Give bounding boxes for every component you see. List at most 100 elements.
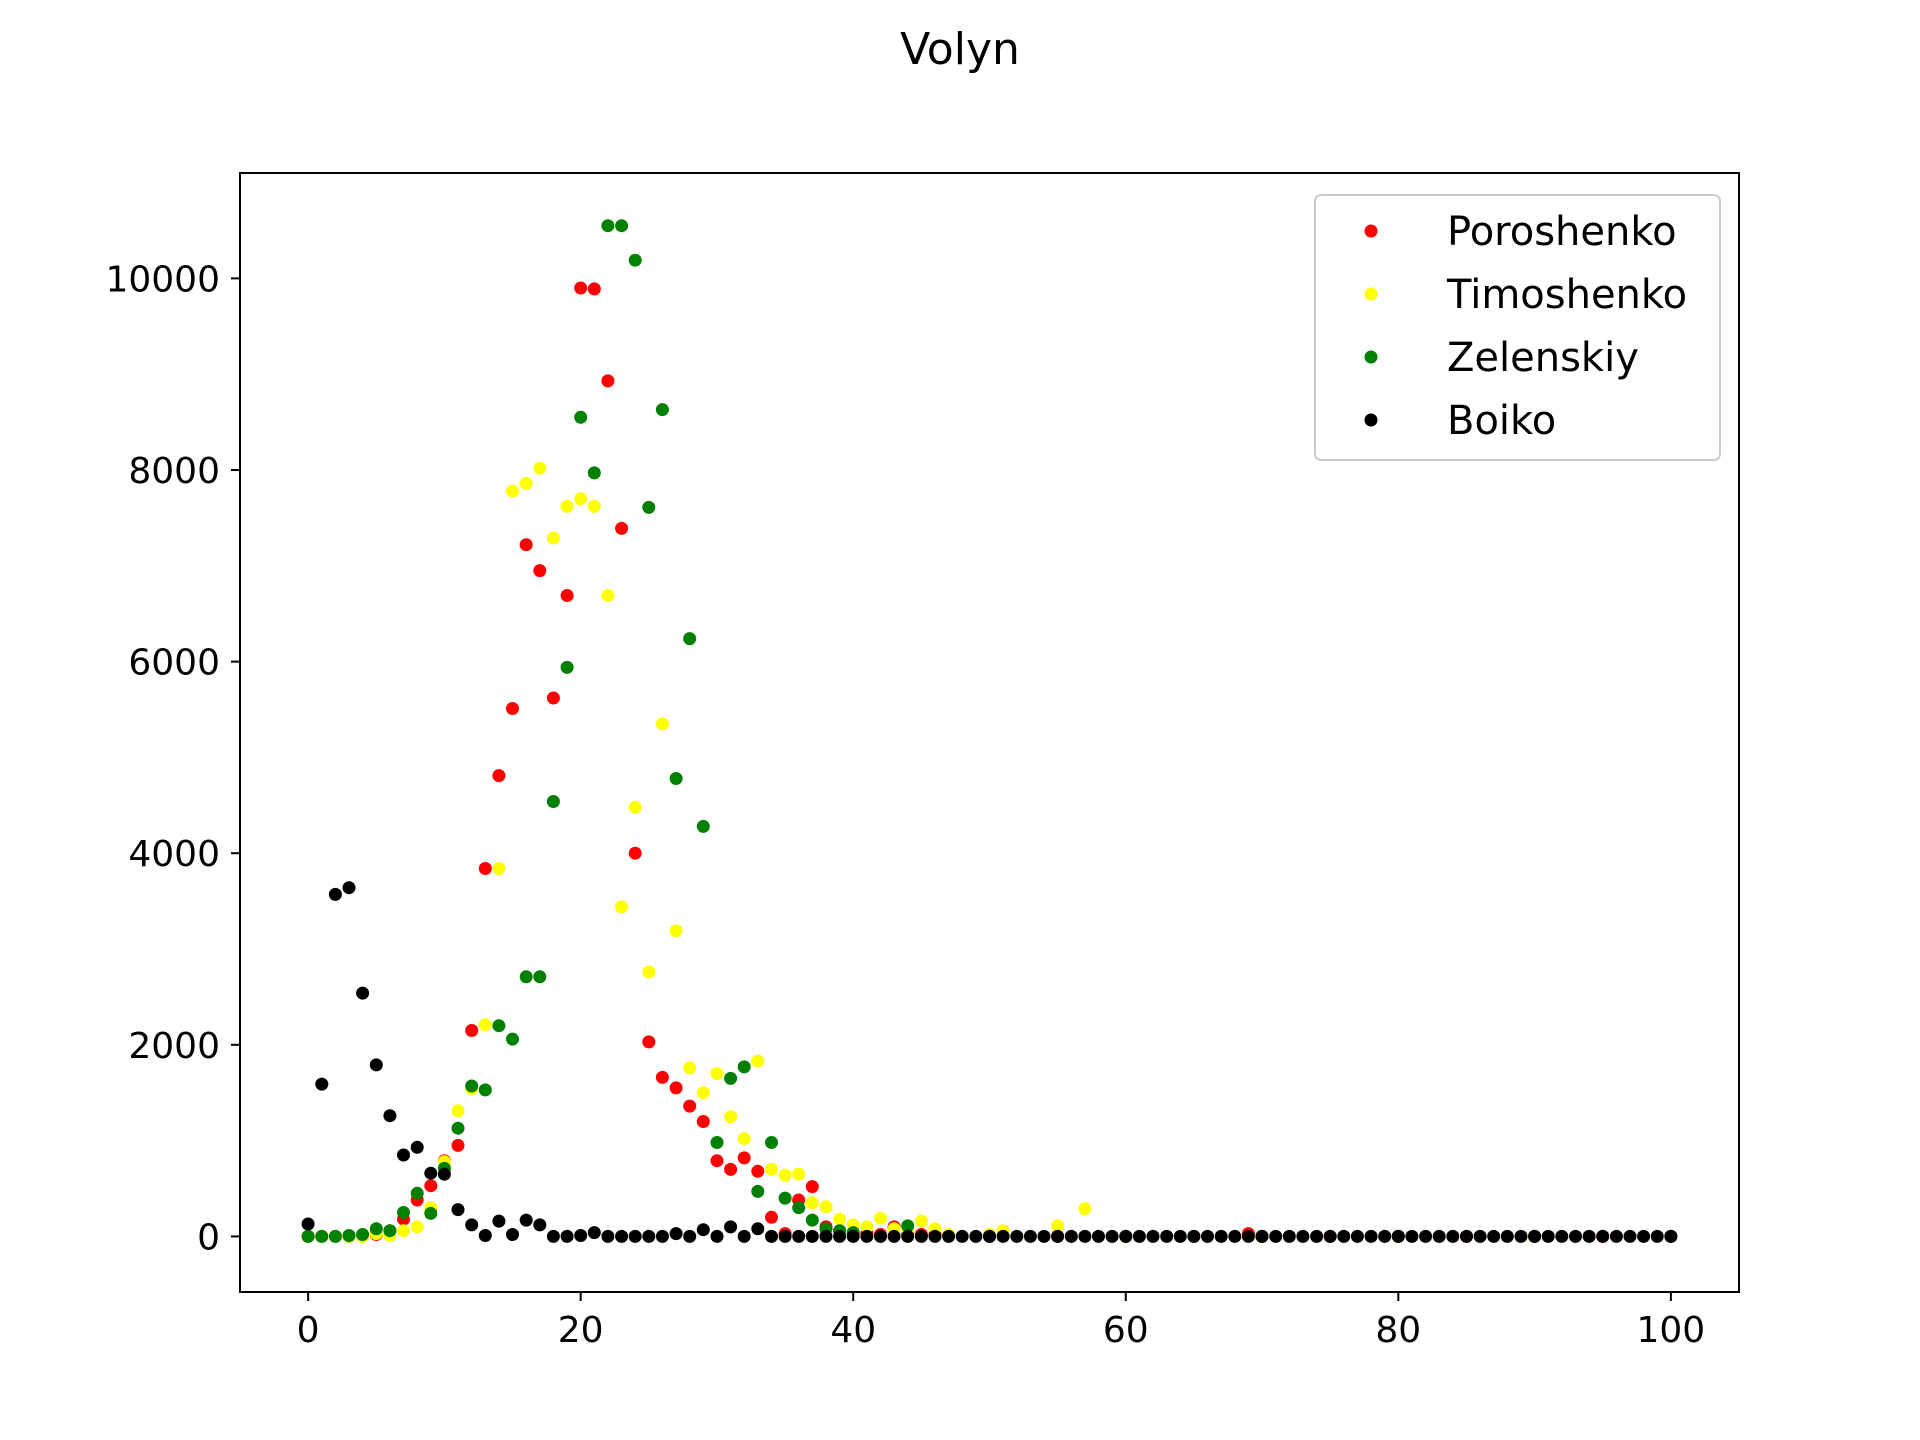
data-point bbox=[383, 1224, 397, 1238]
data-point bbox=[451, 1104, 465, 1118]
legend-label: Zelenskiy bbox=[1447, 335, 1639, 381]
data-point bbox=[1337, 1229, 1351, 1243]
data-point bbox=[369, 1222, 383, 1236]
data-point bbox=[478, 862, 492, 875]
data-point bbox=[874, 1229, 887, 1243]
data-point bbox=[437, 1167, 451, 1181]
data-point bbox=[1541, 1229, 1555, 1243]
data-point bbox=[519, 970, 533, 984]
data-point bbox=[724, 1162, 738, 1176]
data-point bbox=[642, 500, 656, 514]
data-point bbox=[1473, 1229, 1487, 1243]
legend-item-zelenskiy: Zelenskiy bbox=[1364, 335, 1639, 381]
data-point bbox=[587, 499, 601, 513]
data-point bbox=[1173, 1229, 1187, 1243]
data-point bbox=[615, 219, 629, 233]
data-point bbox=[356, 1228, 370, 1241]
data-point bbox=[1460, 1229, 1473, 1243]
data-point bbox=[451, 1138, 465, 1152]
data-point bbox=[424, 1179, 438, 1193]
data-point bbox=[492, 1019, 506, 1033]
data-point bbox=[328, 1229, 342, 1243]
data-point bbox=[805, 1180, 819, 1194]
legend-label: Poroshenko bbox=[1447, 209, 1677, 255]
data-point bbox=[1446, 1229, 1460, 1243]
legend: Poroshenko Timoshenko Zelenskiy Boiko bbox=[1314, 194, 1721, 461]
data-point bbox=[410, 1140, 424, 1154]
x-tick-label: 40 bbox=[830, 1310, 876, 1351]
data-point bbox=[1037, 1229, 1051, 1243]
data-point bbox=[669, 1081, 683, 1095]
data-point bbox=[724, 1110, 738, 1124]
data-point bbox=[506, 702, 519, 715]
data-point bbox=[1119, 1229, 1133, 1243]
data-point bbox=[301, 1229, 315, 1243]
data-point bbox=[1664, 1229, 1678, 1243]
data-point bbox=[1023, 1229, 1037, 1243]
x-tick-label: 60 bbox=[1103, 1310, 1149, 1351]
data-point bbox=[1269, 1229, 1283, 1243]
data-point bbox=[1255, 1229, 1269, 1243]
data-point bbox=[383, 1109, 397, 1123]
x-tick-label: 20 bbox=[558, 1310, 604, 1351]
chart-title: Volyn bbox=[900, 24, 1020, 75]
data-point bbox=[574, 1229, 588, 1242]
data-point bbox=[1078, 1202, 1092, 1216]
data-point bbox=[465, 1024, 479, 1037]
data-point bbox=[805, 1229, 819, 1243]
data-point bbox=[969, 1229, 983, 1243]
data-point bbox=[765, 1136, 778, 1149]
data-point bbox=[1514, 1229, 1528, 1243]
data-point bbox=[478, 1229, 492, 1242]
data-point bbox=[1051, 1219, 1065, 1233]
data-point bbox=[751, 1054, 765, 1068]
data-point bbox=[506, 1032, 519, 1046]
data-point bbox=[655, 1070, 669, 1084]
data-point bbox=[601, 219, 615, 233]
data-point bbox=[655, 717, 669, 731]
data-point bbox=[533, 1218, 547, 1232]
data-point bbox=[560, 589, 574, 602]
data-point bbox=[315, 1229, 329, 1243]
data-point bbox=[1391, 1229, 1405, 1243]
y-tick-label: 6000 bbox=[128, 643, 220, 684]
plot-area bbox=[239, 172, 1740, 1293]
data-point bbox=[696, 1086, 710, 1100]
data-point bbox=[628, 1229, 642, 1243]
data-point bbox=[710, 1229, 724, 1243]
data-point bbox=[737, 1132, 751, 1146]
data-point bbox=[574, 410, 588, 424]
data-point bbox=[533, 564, 547, 578]
y-tick-label: 8000 bbox=[128, 451, 220, 492]
data-point bbox=[1596, 1229, 1610, 1243]
data-point bbox=[546, 795, 560, 808]
data-point bbox=[1160, 1229, 1174, 1243]
data-point bbox=[669, 772, 683, 785]
data-point bbox=[628, 846, 642, 860]
data-point bbox=[765, 1210, 778, 1224]
data-point bbox=[601, 374, 615, 388]
data-point bbox=[1296, 1229, 1310, 1243]
data-point bbox=[683, 1061, 697, 1075]
data-point bbox=[1092, 1229, 1105, 1243]
data-point bbox=[1637, 1229, 1651, 1243]
data-point bbox=[615, 521, 629, 535]
data-point bbox=[683, 632, 697, 646]
data-point bbox=[737, 1229, 751, 1243]
data-point bbox=[574, 492, 588, 506]
data-point bbox=[833, 1229, 847, 1243]
data-point bbox=[1201, 1229, 1214, 1243]
data-point bbox=[710, 1067, 724, 1081]
x-tick-label: 80 bbox=[1375, 1310, 1421, 1351]
data-point bbox=[492, 769, 506, 783]
data-point bbox=[1282, 1229, 1296, 1243]
data-point bbox=[533, 970, 547, 984]
legend-frame bbox=[1314, 194, 1721, 461]
data-point bbox=[1241, 1229, 1255, 1243]
data-point bbox=[519, 538, 533, 552]
data-point bbox=[683, 1099, 697, 1113]
y-tick-label: 2000 bbox=[128, 1026, 220, 1067]
data-point bbox=[792, 1167, 806, 1181]
data-point bbox=[1310, 1229, 1324, 1243]
data-point bbox=[1010, 1229, 1024, 1243]
